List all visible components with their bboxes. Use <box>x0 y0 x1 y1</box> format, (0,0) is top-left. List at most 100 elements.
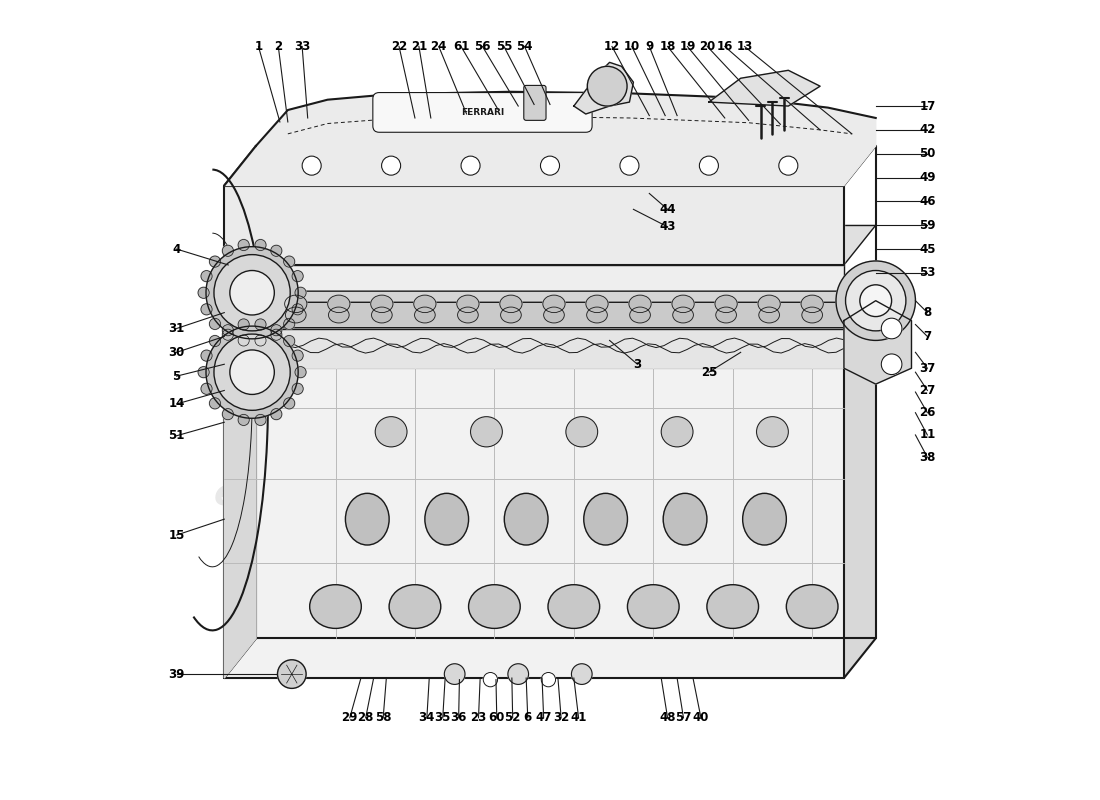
Circle shape <box>238 414 250 426</box>
Text: 22: 22 <box>390 40 407 53</box>
Ellipse shape <box>586 295 608 313</box>
Text: FERRARI: FERRARI <box>461 108 504 117</box>
Ellipse shape <box>584 494 627 545</box>
Text: 32: 32 <box>553 711 569 724</box>
Text: 46: 46 <box>920 195 936 208</box>
Polygon shape <box>224 329 876 368</box>
Text: 7: 7 <box>923 330 932 343</box>
Circle shape <box>230 350 274 394</box>
Circle shape <box>700 156 718 175</box>
Ellipse shape <box>802 307 823 323</box>
Circle shape <box>293 304 304 315</box>
Text: 55: 55 <box>496 40 513 53</box>
Text: 25: 25 <box>701 366 717 378</box>
Ellipse shape <box>458 307 478 323</box>
Circle shape <box>198 366 209 378</box>
Text: 6: 6 <box>524 711 532 724</box>
Text: eurospares: eurospares <box>213 335 442 370</box>
Text: 40: 40 <box>693 711 710 724</box>
Text: 39: 39 <box>168 667 185 681</box>
Ellipse shape <box>715 295 737 313</box>
Text: 21: 21 <box>410 40 427 53</box>
Ellipse shape <box>707 585 759 629</box>
Text: 13: 13 <box>737 40 752 53</box>
Ellipse shape <box>286 307 306 323</box>
Circle shape <box>881 318 902 339</box>
Text: 17: 17 <box>920 99 935 113</box>
Circle shape <box>295 366 306 378</box>
Circle shape <box>209 256 220 267</box>
Polygon shape <box>224 146 876 186</box>
Text: 20: 20 <box>700 40 715 53</box>
Text: 34: 34 <box>419 711 435 724</box>
Circle shape <box>255 414 266 426</box>
Ellipse shape <box>456 295 478 313</box>
Text: 16: 16 <box>716 40 733 53</box>
Circle shape <box>209 318 220 330</box>
Ellipse shape <box>389 585 441 629</box>
Text: 3: 3 <box>634 358 641 370</box>
Text: 49: 49 <box>920 171 936 184</box>
Polygon shape <box>224 329 876 368</box>
Circle shape <box>382 156 400 175</box>
Polygon shape <box>708 70 821 106</box>
Text: 19: 19 <box>680 40 695 53</box>
Circle shape <box>293 383 304 394</box>
Text: 43: 43 <box>659 220 675 234</box>
Text: 37: 37 <box>920 362 935 374</box>
Text: 54: 54 <box>516 40 532 53</box>
Text: 36: 36 <box>451 711 466 724</box>
Circle shape <box>881 354 902 374</box>
Text: 35: 35 <box>434 711 451 724</box>
Polygon shape <box>224 146 256 678</box>
Ellipse shape <box>661 417 693 447</box>
Text: 4: 4 <box>173 242 180 255</box>
Ellipse shape <box>345 494 389 545</box>
Ellipse shape <box>586 307 607 323</box>
Text: 57: 57 <box>675 711 692 724</box>
Text: 48: 48 <box>659 711 675 724</box>
FancyBboxPatch shape <box>373 93 592 132</box>
Text: 30: 30 <box>168 346 185 359</box>
Text: 51: 51 <box>168 430 185 442</box>
Circle shape <box>779 156 798 175</box>
Circle shape <box>238 319 250 330</box>
Circle shape <box>846 270 906 331</box>
Circle shape <box>483 673 497 686</box>
Ellipse shape <box>329 307 349 323</box>
Ellipse shape <box>759 307 780 323</box>
Circle shape <box>255 319 266 330</box>
Circle shape <box>540 156 560 175</box>
Text: 8: 8 <box>923 306 932 319</box>
Text: 18: 18 <box>659 40 675 53</box>
Circle shape <box>836 261 915 341</box>
Circle shape <box>860 285 892 317</box>
Ellipse shape <box>310 585 361 629</box>
Ellipse shape <box>504 494 548 545</box>
Ellipse shape <box>375 417 407 447</box>
Ellipse shape <box>716 307 736 323</box>
Circle shape <box>238 239 250 250</box>
Text: eurospares: eurospares <box>213 478 442 512</box>
Circle shape <box>284 318 295 330</box>
Text: 5: 5 <box>173 370 180 382</box>
Circle shape <box>293 350 304 361</box>
Text: 27: 27 <box>920 384 935 397</box>
Text: 14: 14 <box>168 398 185 410</box>
Circle shape <box>214 254 290 331</box>
Ellipse shape <box>629 295 651 313</box>
Circle shape <box>271 329 282 340</box>
Circle shape <box>284 398 295 409</box>
Circle shape <box>238 335 250 346</box>
Ellipse shape <box>673 307 693 323</box>
Circle shape <box>295 287 306 298</box>
Polygon shape <box>574 62 634 114</box>
Text: 58: 58 <box>375 711 392 724</box>
Circle shape <box>209 335 220 346</box>
Text: 60: 60 <box>488 711 505 724</box>
Text: 50: 50 <box>920 147 935 160</box>
Text: eurospares: eurospares <box>579 478 807 512</box>
Ellipse shape <box>757 417 789 447</box>
Text: 24: 24 <box>430 40 447 53</box>
Text: 11: 11 <box>920 429 935 442</box>
